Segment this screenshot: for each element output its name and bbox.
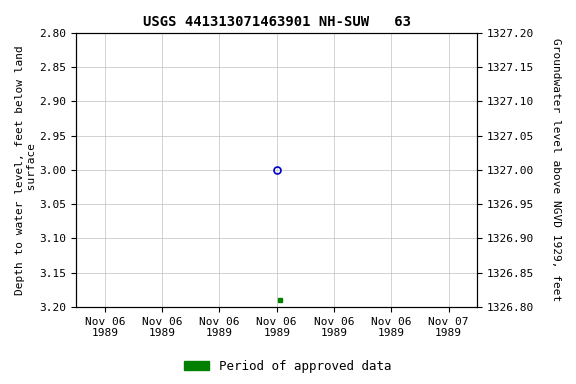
Legend: Period of approved data: Period of approved data [179, 355, 397, 378]
Y-axis label: Depth to water level, feet below land
 surface: Depth to water level, feet below land su… [15, 45, 37, 295]
Title: USGS 441313071463901 NH-SUW   63: USGS 441313071463901 NH-SUW 63 [143, 15, 411, 29]
Y-axis label: Groundwater level above NGVD 1929, feet: Groundwater level above NGVD 1929, feet [551, 38, 561, 301]
